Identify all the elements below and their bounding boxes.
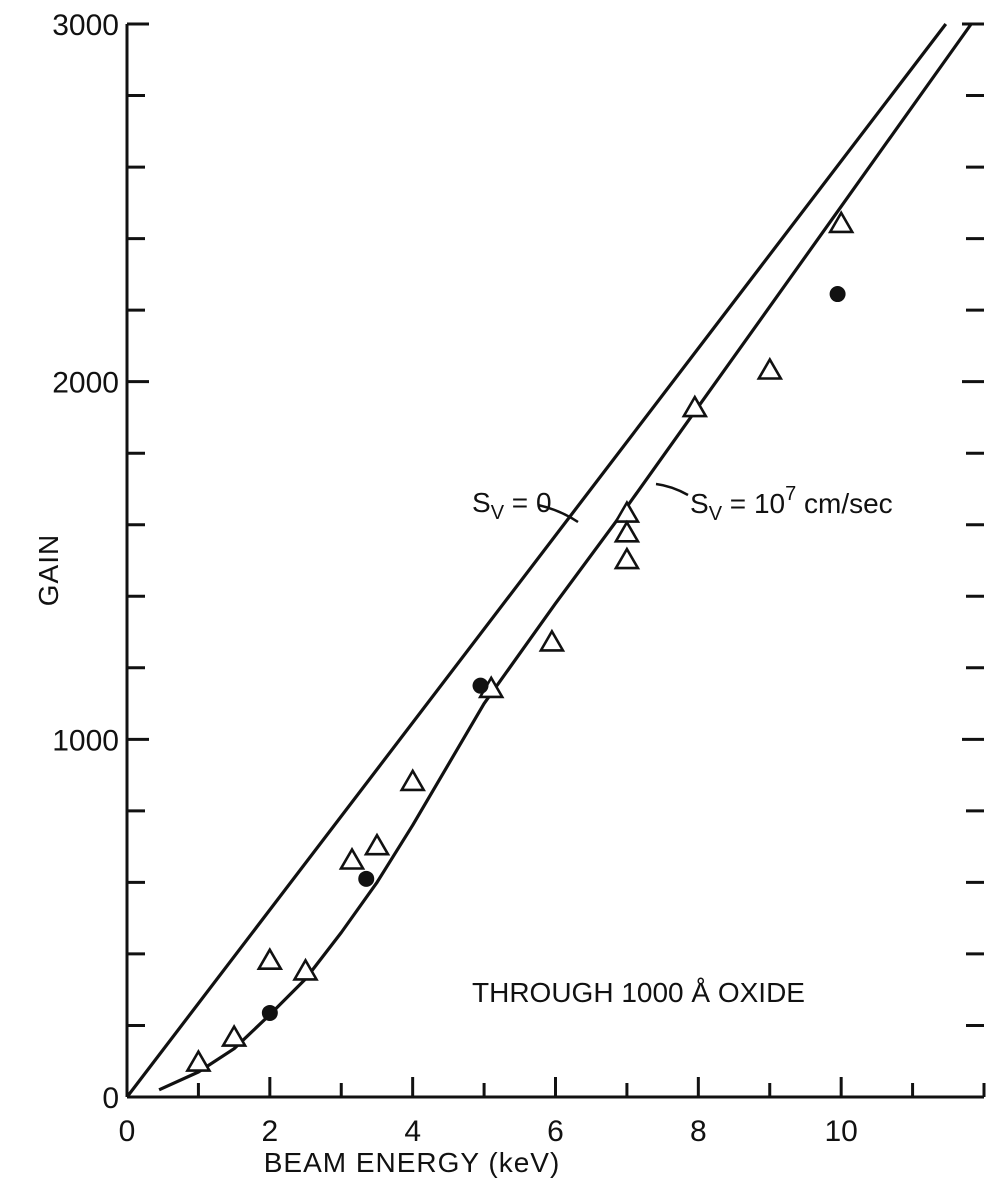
x-axis: 0 2 4 6 8 10 xyxy=(119,1077,986,1148)
y-tick-label: 3000 xyxy=(52,9,119,42)
triangle-point xyxy=(338,846,366,870)
x-tick-label: 2 xyxy=(261,1115,278,1148)
y-axis-title: GAIN xyxy=(33,534,64,606)
y-tick-label: 1000 xyxy=(52,724,119,757)
curve-label-sv-0-leader xyxy=(537,503,579,524)
triangle-point xyxy=(256,947,284,971)
curve-label-sv-1e7-rest: = 10 xyxy=(722,488,785,519)
filled-circle-point xyxy=(472,677,489,694)
triangle-point xyxy=(399,768,426,792)
triangle-point xyxy=(613,500,641,523)
curve-label-sv-1e7-unit: cm/sec xyxy=(796,488,892,519)
curve-sv-1e7 xyxy=(158,23,973,1092)
triangle-point xyxy=(185,1049,212,1072)
x-tick-label: 0 xyxy=(119,1115,136,1148)
data-markers xyxy=(185,210,855,1072)
triangle-point xyxy=(220,1024,248,1047)
triangle-point xyxy=(292,957,319,981)
curve-sv-0 xyxy=(125,23,948,1098)
curve-label-sv-0-rest: = 0 xyxy=(504,487,551,518)
triangle-point xyxy=(827,210,855,234)
filled-circle-point xyxy=(829,286,846,303)
y-tick-label: 0 xyxy=(102,1082,119,1115)
curve-label-sv-1e7-sub: V xyxy=(709,503,723,525)
model-curves xyxy=(125,23,973,1098)
oxide-annotation: THROUGH 1000 Å OXIDE xyxy=(472,977,805,1008)
y-tick-label: 2000 xyxy=(52,367,119,400)
x-tick-label: 8 xyxy=(690,1115,707,1148)
triangle-point xyxy=(363,832,391,856)
curve-label-sv-0-main: S xyxy=(472,487,491,518)
triangle-point xyxy=(681,394,709,418)
y-axis: 0 1000 2000 3000 xyxy=(52,9,984,1115)
filled-circle-point xyxy=(261,1004,278,1021)
curve-label-sv-1e7-main: S xyxy=(690,488,709,519)
curve-label-sv-1e7-leader xyxy=(655,482,689,497)
curve-label-sv-1e7: SV = 107 cm/sec xyxy=(690,483,893,525)
curve-label-sv-0-sub: V xyxy=(491,502,505,524)
x-tick-label: 4 xyxy=(404,1115,421,1148)
x-tick-label: 6 xyxy=(547,1115,564,1148)
triangle-point xyxy=(613,519,641,543)
triangle-point xyxy=(538,628,566,652)
triangle-point xyxy=(756,356,784,380)
filled-circle-point xyxy=(358,870,375,887)
x-tick-label: 10 xyxy=(824,1115,857,1148)
triangle-point xyxy=(613,546,641,570)
curve-label-sv-0: SV = 0 xyxy=(472,487,552,524)
x-axis-title: BEAM ENERGY (keV) xyxy=(264,1147,561,1178)
curve-label-sv-1e7-sup: 7 xyxy=(785,483,796,505)
